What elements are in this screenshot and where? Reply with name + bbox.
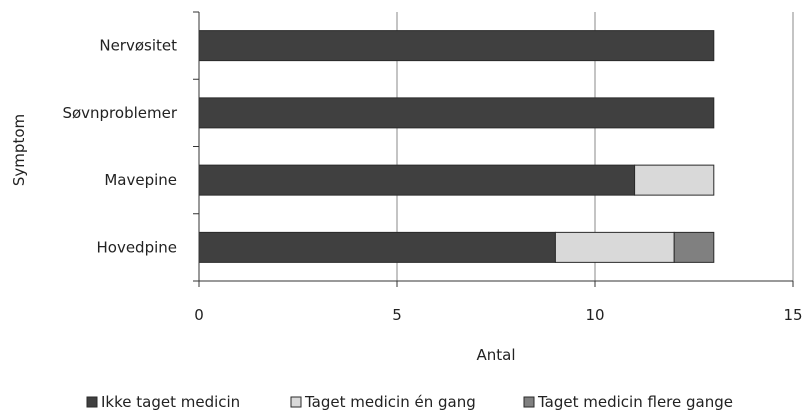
legend: Ikke taget medicin Taget medicin én gang T… — [86, 393, 733, 411]
legend-label: Taget medicin flere gange — [537, 393, 733, 411]
legend-label: Ikke taget medicin — [101, 393, 240, 411]
bar-segment — [198, 97, 715, 129]
bar-segment — [554, 231, 675, 263]
category-label: Hovedpine — [96, 238, 177, 256]
legend-swatch — [290, 396, 302, 408]
x-tick-labels: 0 5 10 15 — [194, 306, 802, 324]
x-tick-label: 15 — [783, 306, 802, 324]
legend-swatch — [523, 396, 535, 408]
bar-segment — [198, 231, 556, 263]
category-label: Mavepine — [104, 171, 177, 189]
bar-segment — [198, 164, 636, 196]
axes — [193, 11, 794, 287]
y-category-labels: Hovedpine Mavepine Søvnproblemer Nervøsitet — [62, 37, 177, 257]
x-tick-label: 0 — [194, 306, 204, 324]
bar-segment — [673, 231, 715, 263]
y-axis-title: Symptom — [10, 114, 28, 186]
legend-swatch — [86, 396, 98, 408]
x-tick-label: 10 — [585, 306, 604, 324]
bar-segment — [198, 30, 715, 62]
x-tick-label: 5 — [392, 306, 402, 324]
category-label: Søvnproblemer — [62, 104, 177, 122]
bars — [198, 30, 715, 263]
bar-segment — [634, 164, 715, 196]
legend-label: Taget medicin én gang — [304, 393, 476, 411]
x-axis-title: Antal — [476, 346, 515, 364]
category-label: Nervøsitet — [99, 37, 177, 55]
